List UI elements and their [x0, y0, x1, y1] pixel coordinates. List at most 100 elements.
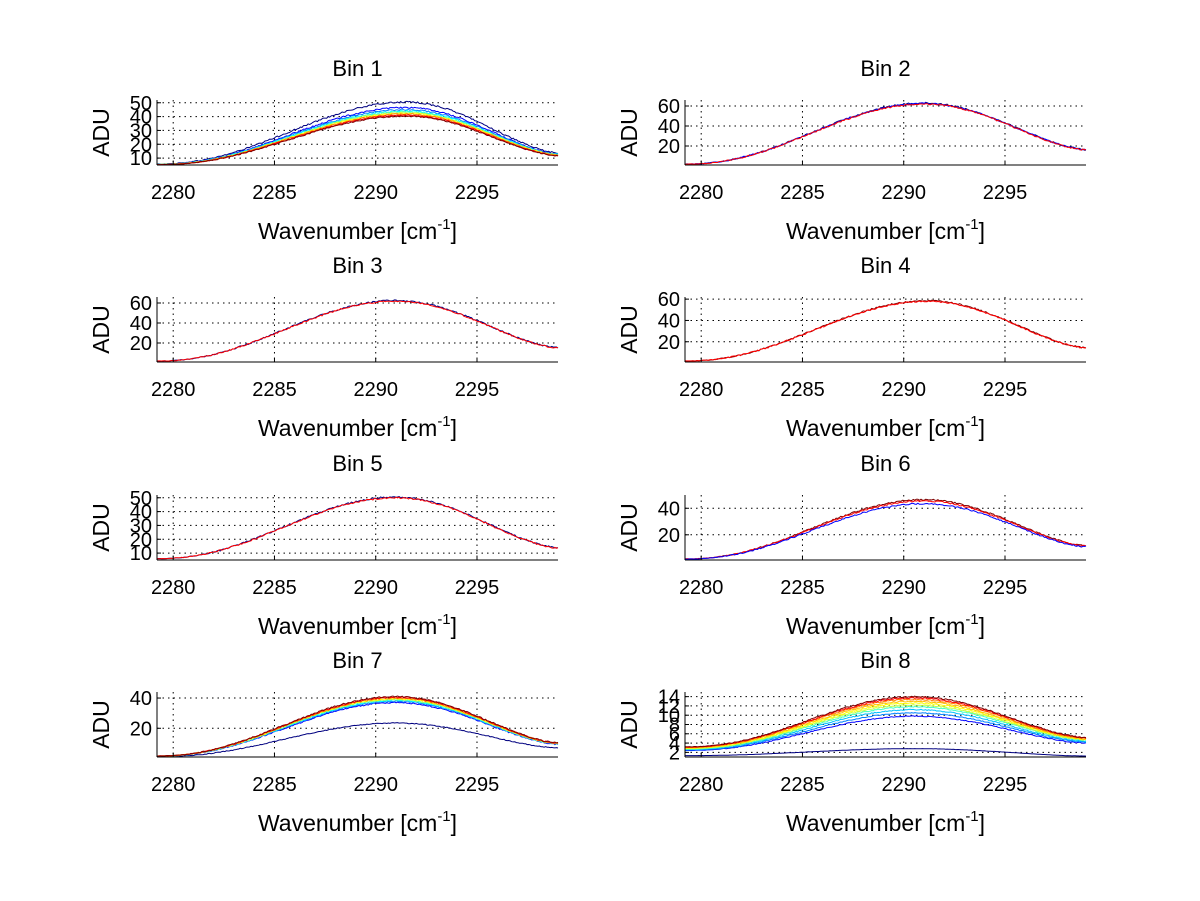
x-axis-label-text: Wavenumber [cm — [786, 415, 965, 441]
y-tick-label: 30 — [130, 515, 152, 537]
y-tick-label: 20 — [130, 529, 152, 551]
chart-title: Bin 4 — [860, 253, 910, 278]
x-tick-label: 2290 — [353, 182, 398, 204]
x-axis-label-end: ] — [451, 810, 457, 836]
y-tick-label: 8 — [669, 715, 680, 737]
x-axis-label-superscript: -1 — [965, 413, 978, 430]
series-line-bin-6 — [684, 502, 1087, 560]
series-line-bin-8 — [684, 702, 1087, 749]
x-tick-label: 2295 — [455, 379, 500, 401]
y-tick-label: 20 — [658, 136, 680, 158]
x-tick-label: 2280 — [151, 577, 196, 599]
x-tick-label: 2295 — [455, 182, 500, 204]
x-tick-label: 2285 — [780, 182, 825, 204]
x-tick-label: 2280 — [151, 182, 196, 204]
x-tick-label: 2280 — [679, 577, 724, 599]
y-tick-label: 60 — [658, 96, 680, 118]
y-tick-label: 4 — [669, 733, 680, 755]
x-axis-label: Wavenumber [cm-1] — [258, 611, 457, 639]
series-line-bin-8 — [685, 748, 1087, 757]
x-tick-label: 2290 — [881, 774, 926, 796]
x-axis-label-end: ] — [451, 613, 457, 639]
y-axis-label: ADU — [88, 700, 114, 749]
x-axis-label-superscript: -1 — [437, 413, 450, 430]
series-line-bin-2 — [684, 101, 1087, 165]
x-axis-label-text: Wavenumber [cm — [258, 218, 437, 244]
x-axis-label: Wavenumber [cm-1] — [258, 216, 457, 244]
x-tick-label: 2290 — [881, 577, 926, 599]
x-axis-label-text: Wavenumber [cm — [258, 415, 437, 441]
y-tick-label: 6 — [669, 724, 680, 746]
series-line-bin-2 — [684, 103, 1087, 165]
series-line-bin-4 — [684, 300, 1087, 362]
x-tick-label: 2290 — [881, 182, 926, 204]
x-tick-label: 2290 — [353, 577, 398, 599]
y-tick-label: 50 — [130, 93, 152, 115]
chart-title: Bin 8 — [860, 648, 910, 673]
series-line-bin-6 — [684, 499, 1087, 560]
x-tick-label: 2295 — [983, 774, 1028, 796]
chart-title: Bin 5 — [332, 451, 382, 476]
y-tick-label: 20 — [658, 525, 680, 547]
x-axis-label-superscript: -1 — [437, 611, 450, 628]
y-axis-label: ADU — [616, 108, 642, 157]
y-tick-label: 40 — [130, 502, 152, 524]
y-tick-label: 12 — [658, 696, 680, 718]
x-tick-label: 2280 — [151, 379, 196, 401]
y-tick-label: 40 — [130, 313, 152, 335]
y-tick-label: 20 — [658, 332, 680, 354]
x-axis-label: Wavenumber [cm-1] — [786, 611, 985, 639]
x-tick-label: 2280 — [679, 182, 724, 204]
series-line-bin-8 — [685, 715, 1087, 752]
y-axis-label: ADU — [616, 305, 642, 354]
series-line-bin-7 — [156, 722, 559, 758]
chart-title: Bin 1 — [332, 56, 382, 81]
x-tick-label: 2295 — [983, 379, 1028, 401]
y-tick-label: 40 — [658, 116, 680, 138]
x-axis-label-text: Wavenumber [cm — [786, 810, 965, 836]
series-line-bin-2 — [685, 102, 1087, 165]
subplot-bin-7: 2280 2285 2290 2295 20 40 Bin 7 Wavenumber [cm-… — [88, 648, 559, 836]
series-line-bin-8 — [685, 705, 1087, 750]
x-tick-label: 2295 — [455, 577, 500, 599]
x-tick-label: 2285 — [780, 379, 825, 401]
series-line-bin-5 — [156, 495, 559, 560]
x-axis-label-text: Wavenumber [cm — [258, 810, 437, 836]
series-line-bin-6 — [685, 498, 1087, 560]
y-tick-label: 60 — [130, 293, 152, 315]
y-tick-label: 2 — [669, 742, 680, 764]
series-line-bin-1 — [156, 100, 559, 165]
x-tick-label: 2285 — [252, 577, 297, 599]
y-tick-label: 60 — [658, 289, 680, 311]
y-tick-label: 10 — [130, 543, 152, 565]
y-tick-label: 20 — [130, 333, 152, 355]
y-axis-label: ADU — [88, 108, 114, 157]
y-tick-label: 40 — [658, 310, 680, 332]
x-tick-label: 2290 — [353, 774, 398, 796]
y-tick-label: 40 — [130, 107, 152, 129]
series-line-bin-5 — [157, 496, 559, 560]
y-tick-label: 40 — [130, 688, 152, 710]
x-tick-label: 2280 — [151, 774, 196, 796]
x-axis-label-end: ] — [451, 415, 457, 441]
series-line-bin-1 — [156, 115, 559, 166]
x-axis-label-superscript: -1 — [437, 808, 450, 825]
x-axis-label-end: ] — [451, 218, 457, 244]
series-line-bin-8 — [685, 695, 1087, 748]
x-tick-label: 2280 — [679, 774, 724, 796]
x-axis-label-superscript: -1 — [965, 611, 978, 628]
x-tick-label: 2285 — [252, 774, 297, 796]
x-axis-label-end: ] — [979, 810, 985, 836]
x-axis-label: Wavenumber [cm-1] — [786, 808, 985, 836]
x-axis-label-text: Wavenumber [cm — [786, 218, 965, 244]
series-line-bin-8 — [684, 708, 1087, 751]
x-tick-label: 2285 — [780, 774, 825, 796]
y-tick-label: 10 — [658, 705, 680, 727]
y-axis-label: ADU — [616, 700, 642, 749]
